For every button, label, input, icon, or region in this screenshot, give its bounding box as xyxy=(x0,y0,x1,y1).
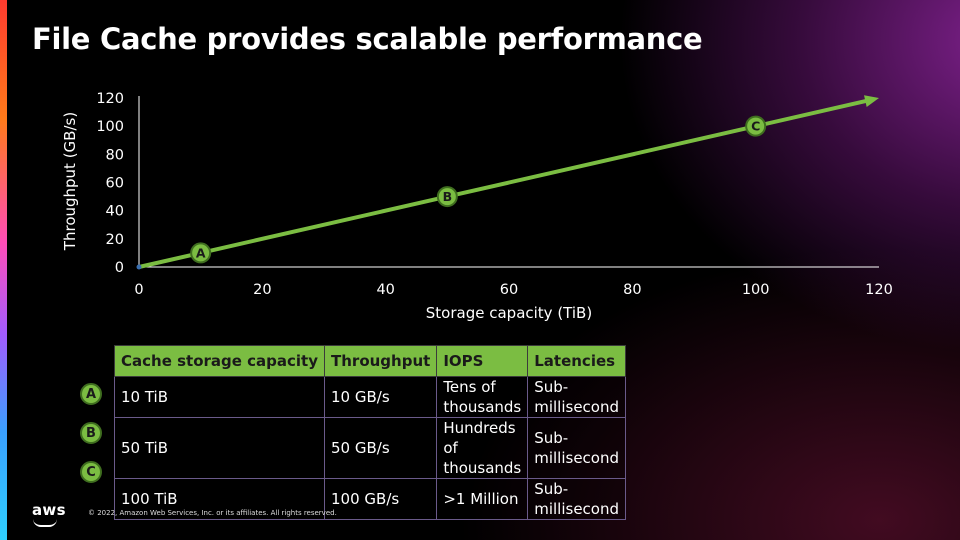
cell-capacity: 10 TiB xyxy=(113,376,326,418)
cell-throughput: 10 GB/s xyxy=(324,376,438,418)
table-header-row: Cache storage capacity Throughput IOPS L… xyxy=(113,345,627,377)
cell-iops: Tens of thousands xyxy=(436,376,529,418)
x-tick-label: 80 xyxy=(623,282,641,298)
aws-logo-smile-icon xyxy=(33,519,57,527)
performance-table: Cache storage capacity Throughput IOPS L… xyxy=(113,345,627,520)
table-row: 50 TiB 50 GB/s Hundreds of thousands Sub… xyxy=(113,417,627,479)
y-tick-label: 60 xyxy=(106,176,124,192)
series-layer xyxy=(136,95,879,270)
copyright-notice: © 2022, Amazon Web Services, Inc. or its… xyxy=(88,509,337,517)
annotation-circle xyxy=(745,115,767,137)
y-tick-label: 120 xyxy=(96,91,124,107)
cell-capacity: 100 TiB xyxy=(113,478,326,520)
table-row: 10 TiB 10 GB/s Tens of thousands Sub-mil… xyxy=(113,376,627,418)
row-marker-c: C xyxy=(80,461,102,483)
y-tick-label: 100 xyxy=(96,119,124,135)
y-tick-label: 20 xyxy=(106,232,124,248)
decorative-color-strip xyxy=(0,0,7,540)
table-row: 100 TiB 100 GB/s >1 Million Sub-millisec… xyxy=(113,478,627,520)
header-iops: IOPS xyxy=(436,345,529,377)
x-tick-label: 40 xyxy=(376,282,394,298)
y-tick-labels: 0 20 40 60 80 100 120 xyxy=(96,91,124,276)
cell-latency: Sub-millisecond xyxy=(527,478,627,520)
header-capacity: Cache storage capacity xyxy=(113,345,326,377)
throughput-chart: 0 20 40 60 80 100 120 0 20 40 60 80 100 120 Storage … xyxy=(61,91,893,322)
annotation-markers: A B C xyxy=(190,115,767,264)
y-axis-label: Throughput (GB/s) xyxy=(61,112,79,251)
annotation-label: B xyxy=(443,189,453,204)
row-marker-a: A xyxy=(80,383,102,405)
annotation-b: B xyxy=(436,186,458,208)
cell-iops: >1 Million xyxy=(436,478,529,520)
origin-point xyxy=(136,264,142,270)
cell-latency: Sub-millisecond xyxy=(527,417,627,479)
x-axis-label: Storage capacity (TiB) xyxy=(426,304,592,322)
cell-throughput: 100 GB/s xyxy=(324,478,438,520)
x-tick-label: 0 xyxy=(134,282,143,298)
cell-iops: Hundreds of thousands xyxy=(436,417,529,479)
x-tick-labels: 0 20 40 60 80 100 120 xyxy=(134,282,892,298)
cell-capacity: 50 TiB xyxy=(113,417,326,479)
x-tick-label: 60 xyxy=(500,282,518,298)
y-tick-label: 0 xyxy=(115,260,124,276)
x-tick-label: 100 xyxy=(742,282,770,298)
header-throughput: Throughput xyxy=(324,345,438,377)
series-arrowhead xyxy=(864,95,879,107)
annotation-circle xyxy=(436,186,458,208)
annotation-label: A xyxy=(196,245,206,260)
x-tick-label: 120 xyxy=(865,282,893,298)
annotation-label: C xyxy=(751,119,760,134)
annotation-a: A xyxy=(190,242,212,264)
cell-throughput: 50 GB/s xyxy=(324,417,438,479)
header-latencies: Latencies xyxy=(527,345,627,377)
annotation-circle xyxy=(190,242,212,264)
annotation-c: C xyxy=(745,115,767,137)
row-marker-b: B xyxy=(80,422,102,444)
x-tick-label: 20 xyxy=(253,282,271,298)
y-tick-label: 40 xyxy=(106,204,124,220)
slide-title: File Cache provides scalable performance xyxy=(32,22,703,56)
aws-logo: aws xyxy=(32,501,66,519)
cell-latency: Sub-millisecond xyxy=(527,376,627,418)
y-tick-label: 80 xyxy=(106,147,124,163)
